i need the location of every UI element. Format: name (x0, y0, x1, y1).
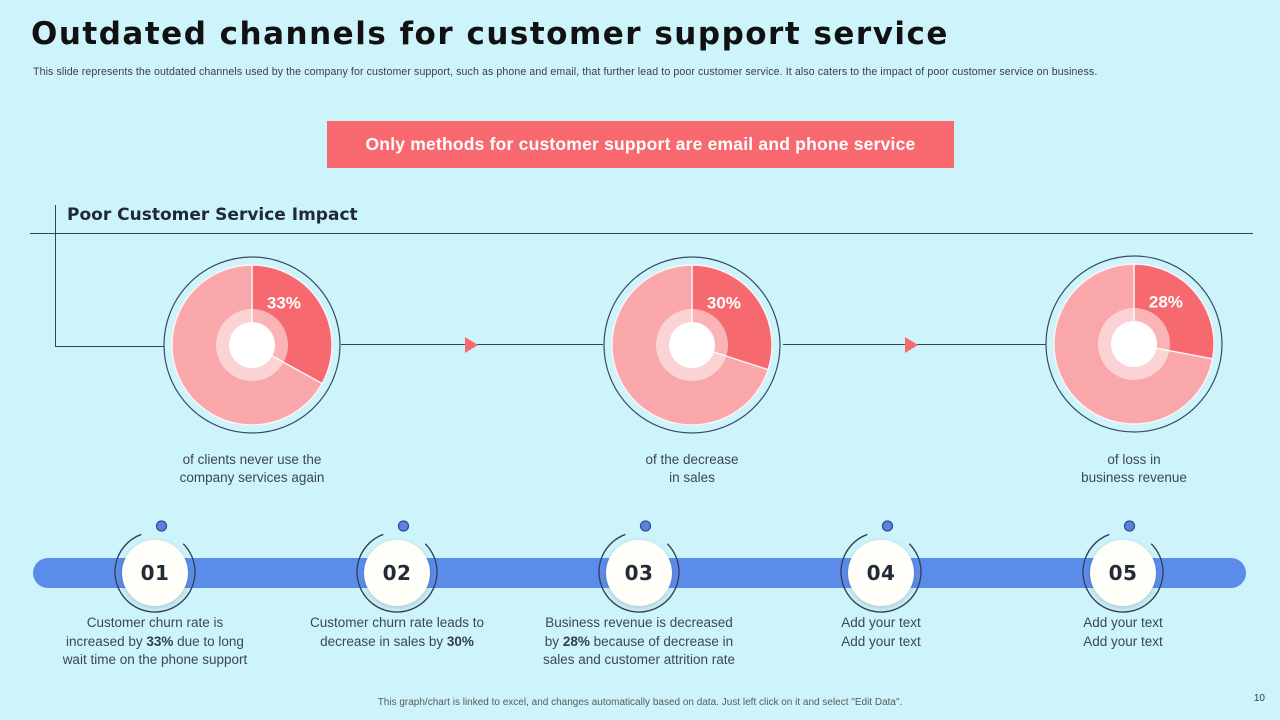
milestone-ring-icon (356, 520, 438, 613)
banner-text: Only methods for customer support are em… (365, 134, 916, 154)
donut-outline (1045, 255, 1223, 433)
key-message-banner: Only methods for customer support are em… (327, 121, 954, 168)
milestone-ring-icon (598, 520, 680, 613)
milestone-text: Business revenue is decreased by 28% bec… (542, 615, 736, 668)
footer-note: This graph/chart is linked to excel, and… (377, 697, 903, 708)
donut-chart: 30% (600, 253, 784, 437)
donut-chart: 28% (1042, 252, 1226, 436)
milestone-text: Customer churn rate is increased by 33% … (62, 615, 248, 668)
milestone-text: Add your text Add your text (1083, 615, 1163, 649)
donut-percent-label: 33% (267, 294, 301, 313)
milestone-number: 05 (1108, 561, 1138, 585)
donut-caption: of clients never use the company service… (179, 452, 325, 485)
milestone-circle: 01 (122, 540, 188, 606)
milestone-dot-icon (1123, 520, 1136, 532)
donut-percent-label: 30% (707, 294, 741, 313)
milestone-dot-icon (397, 520, 410, 532)
milestone-dot-icon (639, 520, 652, 532)
milestone-number: 03 (624, 561, 654, 585)
milestone-text: Add your text Add your text (841, 615, 921, 649)
donut-caption: of the decrease in sales (645, 452, 739, 485)
left-bracket-connector (55, 205, 164, 347)
donut-outline (603, 256, 781, 434)
arrow-right-icon (905, 337, 918, 353)
donut-hole (229, 322, 275, 368)
milestone-text: Customer churn rate leads to decrease in… (309, 615, 485, 649)
page-title: Outdated channels for customer support s… (31, 16, 949, 52)
page-number: 10 (1253, 693, 1265, 704)
milestone-circle: 03 (606, 540, 672, 606)
donut-percent-label: 28% (1149, 293, 1183, 312)
milestone-number: 02 (382, 561, 412, 585)
milestone-circle: 04 (848, 540, 914, 606)
milestone-number: 04 (866, 561, 896, 585)
donut-chart: 33% (160, 253, 344, 437)
donut-hole (1111, 321, 1157, 367)
section-underline (30, 233, 1253, 234)
milestone-ring-icon (840, 520, 922, 613)
milestone-ring-icon (114, 520, 196, 613)
donut-outline (163, 256, 341, 434)
donut-caption: of loss in business revenue (1081, 452, 1187, 485)
milestone-dot-icon (881, 520, 894, 532)
donut-hole (669, 322, 715, 368)
milestone-circle: 05 (1090, 540, 1156, 606)
page-subtitle: This slide represents the outdated chann… (33, 66, 1098, 78)
milestone-ring-icon (1082, 520, 1164, 613)
milestone-number: 01 (140, 561, 170, 585)
milestone-circle: 02 (364, 540, 430, 606)
arrow-right-icon (465, 337, 478, 353)
milestone-dot-icon (155, 520, 168, 532)
section-heading: Poor Customer Service Impact (67, 205, 358, 225)
